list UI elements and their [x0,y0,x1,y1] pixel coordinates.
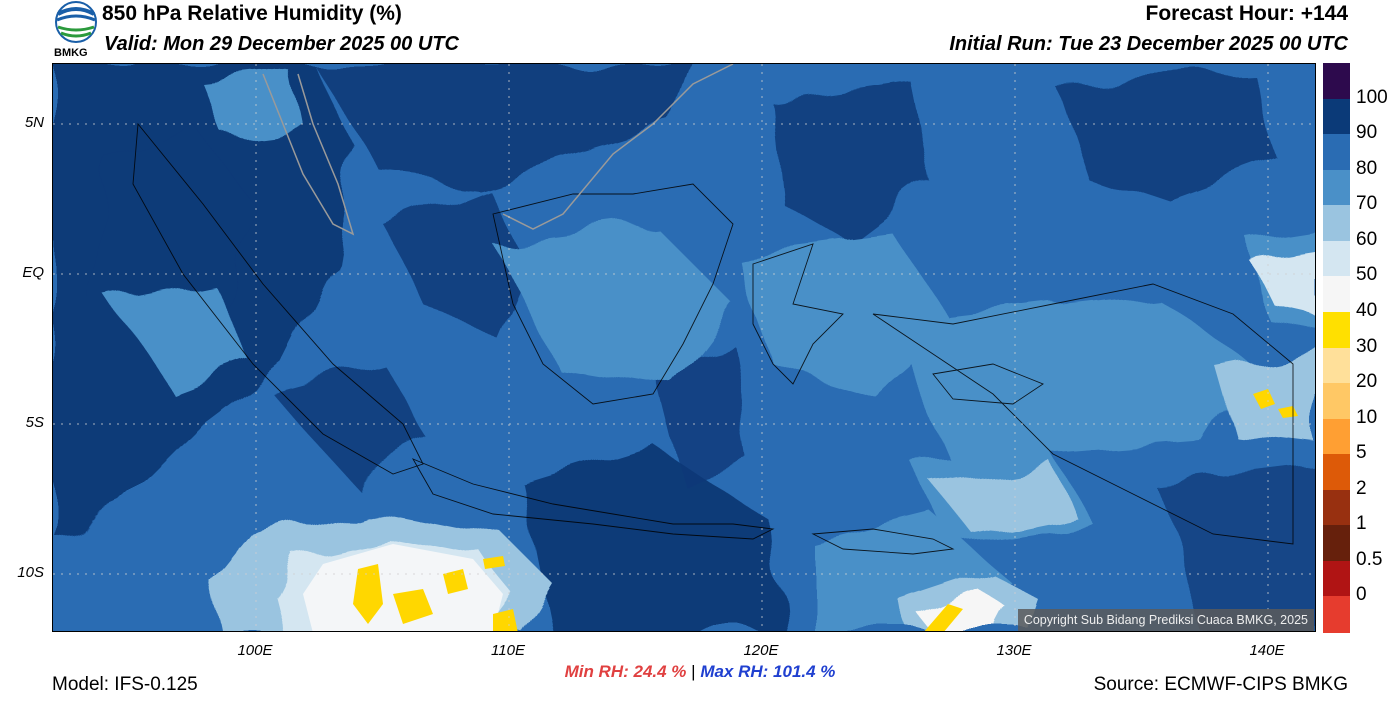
lat-label-eq: EQ [22,264,44,281]
colorbar [1323,63,1350,633]
colorbar-segment [1323,205,1350,242]
min-rh: Min RH: 24.4 % [564,662,687,681]
colorbar-label: 0.5 [1356,548,1383,570]
colorbar-label: 5 [1356,442,1367,464]
lat-label-10s: 10S [17,564,44,581]
colorbar-label: 2 [1356,477,1367,499]
colorbar-label: 10 [1356,406,1378,428]
colorbar-label: 80 [1356,157,1378,179]
rh-extremes: Min RH: 24.4 % | Max RH: 101.4 % [0,662,1400,682]
colorbar-segment [1323,311,1350,348]
colorbar-segment [1323,276,1350,313]
lon-label-130e: 130E [996,642,1032,659]
colorbar-label: 1 [1356,513,1367,535]
bmkg-logo-icon [55,1,97,43]
colorbar-label: 70 [1356,193,1378,215]
initial-run: Initial Run: Tue 23 December 2025 00 UTC [949,33,1348,55]
colorbar-label: 30 [1356,335,1378,357]
colorbar-segment [1323,134,1350,171]
colorbar-segment [1323,240,1350,277]
colorbar-segment [1323,347,1350,384]
lon-label-110e: 110E [491,642,525,659]
colorbar-label: 20 [1356,371,1378,393]
lat-label-5n: 5N [24,114,44,131]
colorbar-segment [1323,560,1350,597]
colorbar-label: 0 [1356,584,1367,606]
colorbar-segment [1323,383,1350,420]
colorbar-segment [1323,454,1350,491]
valid-time: Valid: Mon 29 December 2025 00 UTC [104,33,459,55]
map-title: 850 hPa Relative Humidity (%) [102,2,402,25]
copyright-notice: Copyright Sub Bidang Prediksi Cuaca BMKG… [1017,609,1314,631]
source-label: Source: ECMWF-CIPS BMKG [1093,674,1348,695]
logo-text: BMKG [54,47,88,59]
colorbar-segment [1323,63,1350,100]
humidity-map [52,63,1316,632]
colorbar-label: 40 [1356,299,1378,321]
max-rh: Max RH: 101.4 % [700,662,836,681]
rh-separator: | [691,662,696,681]
colorbar-segment [1323,418,1350,455]
lon-label-120e: 120E [743,642,779,659]
colorbar-label: 90 [1356,122,1378,144]
colorbar-segment [1323,596,1350,633]
lon-label-100e: 100E [237,642,273,659]
colorbar-label: 60 [1356,228,1378,250]
lat-label-5s: 5S [25,414,44,431]
colorbar-segment [1323,169,1350,206]
colorbar-segment [1323,525,1350,562]
colorbar-segment [1323,489,1350,526]
forecast-hour: Forecast Hour: +144 [1145,2,1349,25]
model-label: Model: IFS-0.125 [52,674,198,695]
colorbar-label: 100 [1356,86,1388,108]
bmkg-logo: BMKG [52,0,100,60]
lon-label-140e: 140E [1249,642,1285,659]
colorbar-label: 50 [1356,264,1378,286]
humidity-field [53,64,1315,631]
colorbar-segment [1323,98,1350,135]
